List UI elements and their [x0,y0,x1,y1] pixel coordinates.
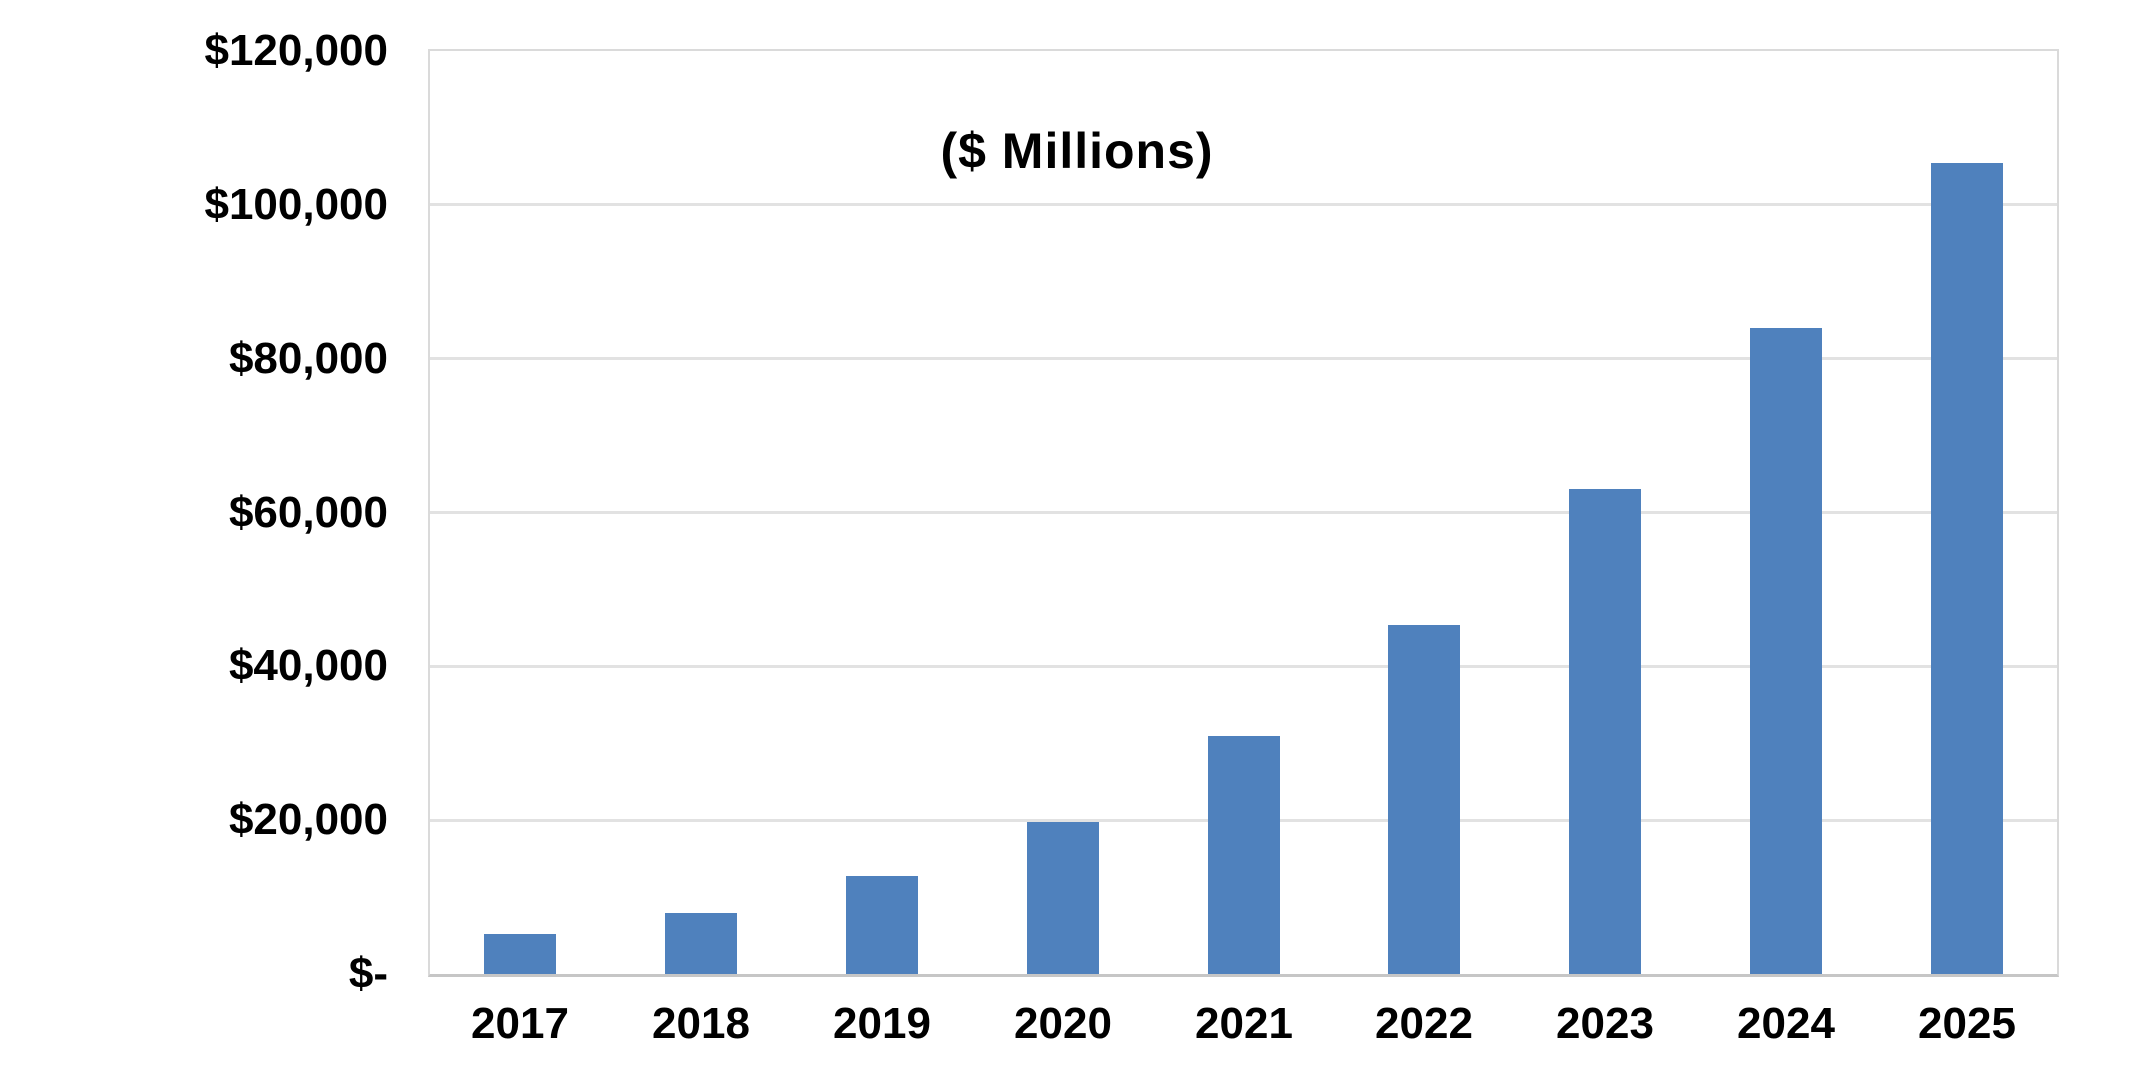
y-tick-label: $120,000 [204,26,388,75]
x-tick-label-2025: 2025 [1918,999,2016,1048]
bar-2024 [1750,328,1822,974]
bar-2020 [1027,822,1099,974]
x-tick-label-2021: 2021 [1195,999,1293,1048]
y-tick-label: $20,000 [228,795,388,845]
x-tick-label-2020: 2020 [1014,999,1112,1048]
bar-2017 [484,934,556,974]
bar-2018 [665,913,737,974]
bar-2021 [1208,736,1280,974]
y-tick-label: $- [348,949,388,998]
x-tick-label-2017: 2017 [471,999,569,1048]
plot-area [428,49,2059,977]
gridline [430,664,2057,668]
bar-2019 [846,876,918,974]
bar-2023 [1569,489,1641,974]
x-tick-label-2023: 2023 [1556,999,1654,1048]
x-tick-label-2018: 2018 [652,999,750,1048]
gridline [430,511,2057,514]
y-tick-label: $80,000 [228,333,388,383]
bar-2025 [1931,163,2003,974]
gridline [430,357,2057,361]
x-tick-label-2022: 2022 [1375,999,1473,1048]
x-tick-label-2019: 2019 [833,999,931,1048]
y-tick-label: $40,000 [228,641,388,691]
y-tick-label: $100,000 [204,179,388,229]
bar-2022 [1388,625,1460,974]
y-tick-label: $60,000 [228,487,388,537]
gridline [430,203,2057,207]
x-tick-label-2024: 2024 [1737,999,1835,1048]
chart-title: ($ Millions) [940,123,1214,179]
